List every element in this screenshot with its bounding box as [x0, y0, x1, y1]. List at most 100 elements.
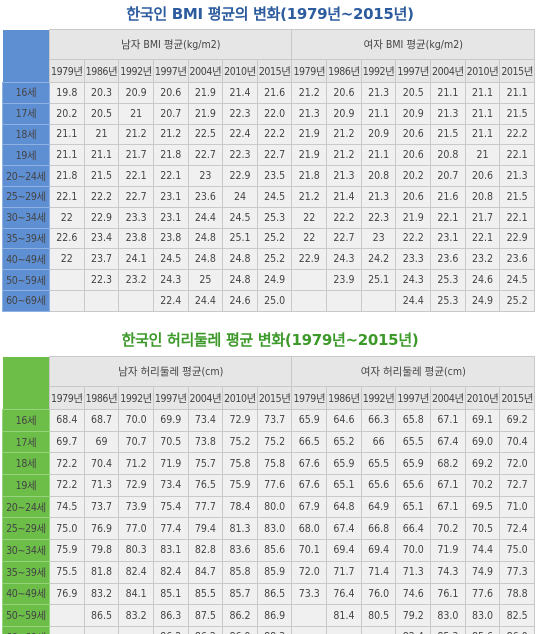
male-value-cell: 74.5: [49, 495, 85, 519]
female-value-cell: 21.1: [430, 82, 466, 104]
male-value-cell: 87.5: [187, 604, 224, 627]
female-value-cell: 23.1: [430, 227, 466, 250]
female-value-cell: 71.3: [395, 560, 432, 584]
female-value-cell: 65.5: [360, 452, 397, 476]
male-value-cell: 24.8: [222, 269, 258, 291]
female-value-cell: 20.9: [395, 102, 432, 125]
female-value-cell: 67.9: [291, 495, 328, 519]
female-value-cell: 65.9: [395, 452, 432, 476]
female-value-cell: 64.8: [326, 495, 362, 519]
male-value-cell: [49, 625, 85, 634]
male-value-cell: 71.3: [83, 474, 120, 497]
age-group-label: 17세: [2, 102, 50, 125]
male-value-cell: [118, 289, 154, 312]
female-value-cell: 22.9: [499, 227, 535, 250]
male-value-cell: 24.4: [187, 289, 224, 312]
male-value-cell: 68.7: [83, 409, 120, 432]
female-value-cell: 83.0: [430, 604, 466, 627]
male-value-cell: 75.5: [49, 560, 85, 584]
female-value-cell: 22: [291, 206, 328, 229]
female-value-cell: 85.6: [464, 625, 501, 634]
female-value-cell: 21.1: [360, 102, 397, 125]
female-value-cell: 68.2: [430, 452, 466, 476]
male-value-cell: 24: [222, 185, 258, 208]
male-value-cell: 70.7: [118, 430, 154, 454]
male-value-cell: 77.4: [152, 517, 189, 541]
male-value-cell: 69.7: [49, 430, 85, 454]
female-value-cell: 81.4: [326, 604, 362, 627]
male-value-cell: 76.9: [49, 582, 85, 606]
male-value-cell: 82.4: [118, 560, 154, 584]
female-year-header: 1997년: [395, 386, 432, 410]
age-group-label: 25~29세: [2, 185, 50, 208]
female-value-cell: 21.2: [291, 185, 328, 208]
female-value-cell: 24.3: [395, 269, 432, 291]
male-value-cell: 83.1: [152, 539, 189, 562]
male-value-cell: 75.9: [222, 474, 258, 497]
female-year-header: 1986년: [326, 59, 362, 83]
female-value-cell: 21.3: [291, 102, 328, 125]
table-row: 20~24세 74.5 73.7 73.9 75.4 77.7 78.4 80.0 67.9 64…: [2, 495, 535, 519]
table-row: 40~49세 22 23.7 24.1 24.5 24.8 24.8 25.2 22.9 24.3…: [2, 248, 535, 271]
male-year-header: 1992년: [118, 59, 154, 83]
male-value-cell: 20.2: [49, 102, 85, 125]
female-value-cell: 74.4: [464, 539, 501, 562]
male-value-cell: 23.2: [118, 269, 154, 291]
female-value-cell: 70.2: [430, 517, 466, 541]
age-group-label: 35~39세: [2, 227, 50, 250]
male-value-cell: 22.9: [83, 206, 120, 229]
male-value-cell: 24.8: [187, 248, 224, 271]
female-value-cell: 82.5: [499, 604, 535, 627]
female-value-cell: 21.1: [464, 102, 501, 125]
female-value-cell: 71.9: [430, 539, 466, 562]
female-value-cell: 76.1: [430, 582, 466, 606]
male-value-cell: 25.2: [256, 248, 293, 271]
female-value-cell: 20.7: [430, 165, 466, 187]
age-group-label: 16세: [2, 409, 50, 432]
age-group-label: 20~24세: [2, 495, 50, 519]
table-row: 16세 68.4 68.7 70.0 69.9 73.4 72.9 73.7 65.9 64.6 6…: [2, 409, 535, 432]
table-row: 40~49세 76.9 83.2 84.1 85.1 85.5 85.7 86.5 73.3 76…: [2, 582, 535, 606]
female-value-cell: 74.9: [464, 560, 501, 584]
age-group-label: 17세: [2, 430, 50, 454]
female-year-header: 1997년: [395, 59, 432, 83]
male-value-cell: 70.5: [152, 430, 189, 454]
female-value-cell: 86.0: [499, 625, 535, 634]
age-group-label: 18세: [2, 123, 50, 146]
female-value-cell: 22.2: [499, 123, 535, 146]
female-value-cell: 66.5: [291, 430, 328, 454]
male-value-cell: 21: [83, 123, 120, 146]
female-value-cell: 21.3: [326, 165, 362, 187]
female-value-cell: 69.5: [464, 495, 501, 519]
male-value-cell: 75.8: [222, 452, 258, 476]
male-value-cell: 22.7: [256, 144, 293, 167]
male-value-cell: [49, 289, 85, 312]
male-value-cell: 70.4: [83, 452, 120, 476]
table-row: 35~39세 22.6 23.4 23.8 23.8 24.8 25.1 25.2 22 22.7…: [2, 227, 535, 250]
male-value-cell: 85.1: [152, 582, 189, 606]
table-row: 50~59세 86.5 83.2 86.3 87.5 86.2 86.9 81.4 80.5 79…: [2, 604, 535, 627]
female-value-cell: 21.5: [430, 123, 466, 146]
female-value-cell: 80.5: [360, 604, 397, 627]
male-value-cell: 71.9: [152, 452, 189, 476]
female-value-cell: 70.0: [395, 539, 432, 562]
male-value-cell: [83, 289, 120, 312]
female-value-cell: 79.2: [395, 604, 432, 627]
female-value-cell: 21.2: [326, 144, 362, 167]
male-value-cell: 68.4: [49, 409, 85, 432]
female-value-cell: 71.4: [360, 560, 397, 584]
female-value-cell: 70.4: [499, 430, 535, 454]
male-value-cell: 24.6: [222, 289, 258, 312]
female-value-cell: 82.4: [395, 625, 432, 634]
male-value-cell: 22.7: [187, 144, 224, 167]
female-value-cell: 74.6: [395, 582, 432, 606]
male-value-cell: 23.8: [152, 227, 189, 250]
male-value-cell: 85.6: [256, 539, 293, 562]
female-value-cell: 67.1: [430, 495, 466, 519]
female-value-cell: [360, 289, 397, 312]
female-value-cell: 65.5: [395, 430, 432, 454]
male-value-cell: 80.0: [256, 495, 293, 519]
male-value-cell: 73.7: [256, 409, 293, 432]
female-value-cell: 72.4: [499, 517, 535, 541]
female-value-cell: 23: [360, 227, 397, 250]
